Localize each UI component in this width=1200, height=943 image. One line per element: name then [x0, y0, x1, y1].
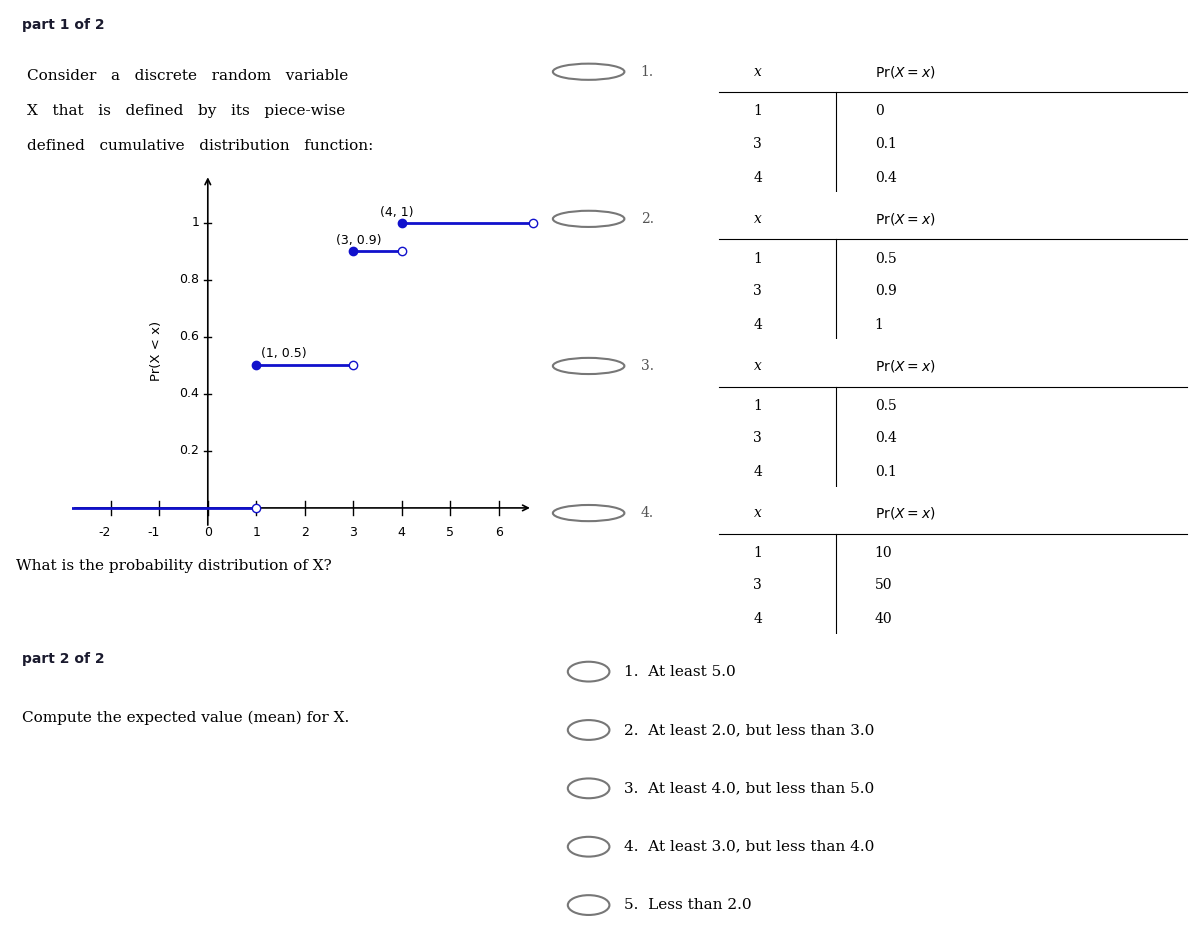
Text: 0.4: 0.4 [875, 171, 896, 185]
Text: 0.6: 0.6 [179, 330, 199, 343]
Text: x: x [754, 65, 762, 79]
Text: 3.: 3. [641, 359, 654, 373]
Text: 6: 6 [494, 526, 503, 539]
Text: Consider   a   discrete   random   variable: Consider a discrete random variable [28, 69, 349, 83]
Text: 1.  At least 5.0: 1. At least 5.0 [624, 665, 736, 679]
Text: 0.1: 0.1 [875, 137, 896, 151]
Text: 40: 40 [875, 612, 893, 626]
Text: x: x [754, 506, 762, 521]
Text: 3: 3 [349, 526, 358, 539]
Text: 4: 4 [754, 612, 762, 626]
Text: 1.: 1. [641, 65, 654, 79]
Text: 1: 1 [191, 216, 199, 229]
Text: 4.  At least 3.0, but less than 4.0: 4. At least 3.0, but less than 4.0 [624, 839, 875, 853]
Text: 3: 3 [754, 137, 762, 151]
Text: 0: 0 [875, 105, 883, 119]
Text: 4: 4 [754, 171, 762, 185]
Text: 2: 2 [301, 526, 308, 539]
Text: defined   cumulative   distribution   function:: defined cumulative distribution function… [28, 140, 374, 154]
Text: $\Pr(X = x)$: $\Pr(X = x)$ [875, 64, 935, 80]
Text: 3: 3 [754, 284, 762, 298]
Text: 0.2: 0.2 [179, 444, 199, 457]
Text: x: x [754, 359, 762, 373]
Text: Compute the expected value (mean) for X.: Compute the expected value (mean) for X. [22, 711, 349, 725]
Text: 4: 4 [754, 465, 762, 479]
Text: 3: 3 [754, 578, 762, 592]
Text: part 1 of 2: part 1 of 2 [22, 18, 104, 32]
Text: $\Pr(X = x)$: $\Pr(X = x)$ [875, 505, 935, 521]
Text: 1: 1 [252, 526, 260, 539]
Text: part 2 of 2: part 2 of 2 [22, 652, 104, 666]
Text: 1: 1 [875, 318, 883, 332]
Text: x: x [754, 212, 762, 226]
Text: 0.5: 0.5 [875, 252, 896, 266]
Text: Pr(X < x): Pr(X < x) [150, 322, 163, 381]
Text: 0.5: 0.5 [875, 399, 896, 413]
Text: 4.: 4. [641, 506, 654, 521]
Text: -1: -1 [148, 526, 160, 539]
Text: 1: 1 [754, 252, 762, 266]
Text: 2.: 2. [641, 212, 654, 226]
Text: 5: 5 [446, 526, 455, 539]
Text: $\Pr(X = x)$: $\Pr(X = x)$ [875, 358, 935, 374]
Text: 4: 4 [754, 318, 762, 332]
Text: 5.  Less than 2.0: 5. Less than 2.0 [624, 898, 752, 912]
Text: $\Pr(X = x)$: $\Pr(X = x)$ [875, 211, 935, 227]
Text: (1, 0.5): (1, 0.5) [262, 347, 307, 359]
Text: X   that   is   defined   by   its   piece-wise: X that is defined by its piece-wise [28, 104, 346, 118]
Text: 1: 1 [754, 105, 762, 119]
Text: 0.4: 0.4 [179, 388, 199, 401]
Text: -2: -2 [98, 526, 112, 539]
Text: 0.1: 0.1 [875, 465, 896, 479]
Text: 0.9: 0.9 [875, 284, 896, 298]
Text: 2.  At least 2.0, but less than 3.0: 2. At least 2.0, but less than 3.0 [624, 723, 875, 737]
Text: 0: 0 [204, 526, 212, 539]
Text: 10: 10 [875, 546, 893, 560]
Text: 1: 1 [754, 399, 762, 413]
Text: (4, 1): (4, 1) [380, 206, 414, 219]
Text: 1: 1 [754, 546, 762, 560]
Text: (3, 0.9): (3, 0.9) [336, 234, 382, 247]
Text: 4: 4 [398, 526, 406, 539]
Text: What is the probability distribution of X?: What is the probability distribution of … [17, 559, 332, 573]
Text: 0.8: 0.8 [179, 273, 199, 287]
Text: 0.4: 0.4 [875, 431, 896, 445]
Text: 3.  At least 4.0, but less than 5.0: 3. At least 4.0, but less than 5.0 [624, 782, 875, 795]
Text: 50: 50 [875, 578, 893, 592]
Text: 3: 3 [754, 431, 762, 445]
